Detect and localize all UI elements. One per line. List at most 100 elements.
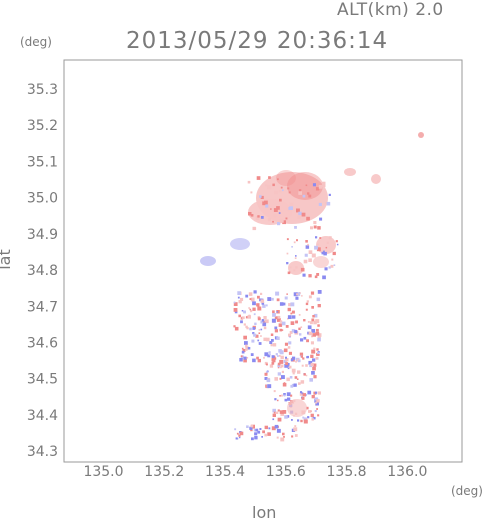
echo-pixel: [295, 296, 299, 300]
echo-pixel: [291, 246, 293, 248]
echo-pixel: [276, 298, 280, 302]
echo-pixel: [312, 333, 316, 337]
echo-pixel: [271, 339, 274, 342]
echo-pixel: [262, 430, 265, 434]
echo-pixel: [269, 341, 273, 344]
echo-pixel: [274, 329, 278, 333]
echo-pixel: [302, 357, 305, 360]
echo-pixel: [308, 295, 312, 299]
echo-pixel: [263, 337, 267, 341]
echo-pixel: [286, 238, 289, 241]
echo-pixel: [294, 226, 297, 229]
echo-pixel: [237, 291, 242, 295]
echo-pixel: [275, 291, 280, 296]
echo-pixel: [271, 297, 274, 301]
echo-pixel: [249, 308, 252, 311]
echo-pixel: [280, 364, 284, 368]
echo-pixel: [307, 192, 310, 195]
echo-pixel: [252, 327, 256, 330]
echo-pixel: [272, 418, 275, 421]
echo-pixel: [239, 358, 243, 362]
echo-pixel: [298, 327, 301, 330]
echo-pixel: [294, 330, 298, 334]
echo-pixel: [272, 343, 277, 347]
x-axis-title: lon: [252, 503, 277, 522]
echo-pixel: [279, 328, 283, 332]
echo-pixel: [282, 382, 287, 387]
echo-pixel: [285, 358, 289, 362]
echo-pixel: [248, 307, 250, 309]
echo-pixel: [279, 395, 281, 397]
echo-pixel: [283, 348, 288, 353]
echo-pixel: [250, 191, 253, 194]
echo-pixel: [289, 331, 293, 334]
echo-pixel: [306, 216, 310, 221]
echo-pixel: [241, 310, 244, 312]
echo-blob: [344, 168, 356, 176]
y-tick-labels: 35.3 35.2 35.1 35.0 34.9 34.8 34.7 34.6 34.5 34.4…: [27, 82, 58, 460]
echo-pixel: [272, 310, 275, 313]
echo-pixel: [315, 356, 319, 360]
echo-pixel: [267, 185, 272, 190]
echo-pixel: [305, 364, 308, 367]
echo-pixel: [284, 296, 288, 300]
echo-pixel: [249, 298, 252, 300]
echo-pixel: [243, 335, 247, 340]
echo-pixel: [293, 292, 298, 297]
echo-pixel: [260, 335, 262, 337]
echo-pixel: [233, 302, 238, 306]
echo-pixel: [262, 320, 265, 323]
echo-pixel: [302, 416, 305, 419]
echo-pixel: [272, 183, 275, 187]
echo-pixel: [282, 302, 286, 306]
echo-pixel: [250, 428, 253, 432]
echo-pixel: [260, 328, 263, 331]
x-tick-label: 135.4: [205, 464, 245, 480]
echo-pixel: [287, 315, 292, 319]
echo-pixel: [286, 377, 290, 382]
echo-pixel: [255, 334, 259, 338]
echo-pixel: [250, 310, 253, 313]
echo-pixel: [256, 176, 261, 180]
echo-pixel: [306, 406, 309, 410]
echo-pixel: [277, 399, 279, 402]
echo-pixel: [240, 320, 243, 324]
echo-pixel: [287, 209, 290, 212]
y-tick-label: 35.3: [27, 82, 58, 98]
y-tick-label: 34.5: [27, 372, 58, 388]
echo-pixel: [280, 394, 283, 397]
echo-pixel: [314, 397, 318, 401]
echo-pixel: [266, 337, 270, 342]
echo-pixel: [319, 237, 322, 239]
echo-pixel: [313, 375, 317, 379]
echo-pixel: [265, 304, 268, 307]
echo-pixel: [238, 434, 241, 437]
echo-pixel: [316, 328, 319, 332]
echo-pixel: [300, 391, 303, 394]
echo-pixel: [311, 306, 314, 309]
echo-pixel: [288, 341, 292, 345]
echo-pixel: [317, 337, 321, 342]
echo-pixel: [300, 267, 305, 272]
echo-pixel: [258, 342, 262, 345]
echo-pixel: [265, 204, 269, 208]
echo-pixel: [328, 193, 331, 196]
plot-frame: [63, 59, 463, 463]
echo-pixel: [335, 240, 338, 243]
echo-pixel: [267, 297, 272, 301]
echo-pixel: [268, 176, 271, 179]
echo-pixel: [295, 320, 298, 324]
echo-pixel: [285, 356, 287, 359]
echo-pixel: [286, 262, 289, 265]
echo-pixel: [287, 397, 291, 401]
echo-pixel: [308, 331, 313, 336]
echo-pixel: [237, 296, 240, 299]
echo-pixel: [257, 295, 260, 299]
echo-pixel: [276, 311, 278, 313]
echo-pixel: [248, 292, 253, 296]
echo-pixel: [247, 347, 251, 350]
echo-pixel: [256, 356, 259, 360]
echo-pixel: [311, 253, 316, 258]
echo-pixel: [257, 306, 262, 311]
echo-pixel: [287, 187, 290, 190]
